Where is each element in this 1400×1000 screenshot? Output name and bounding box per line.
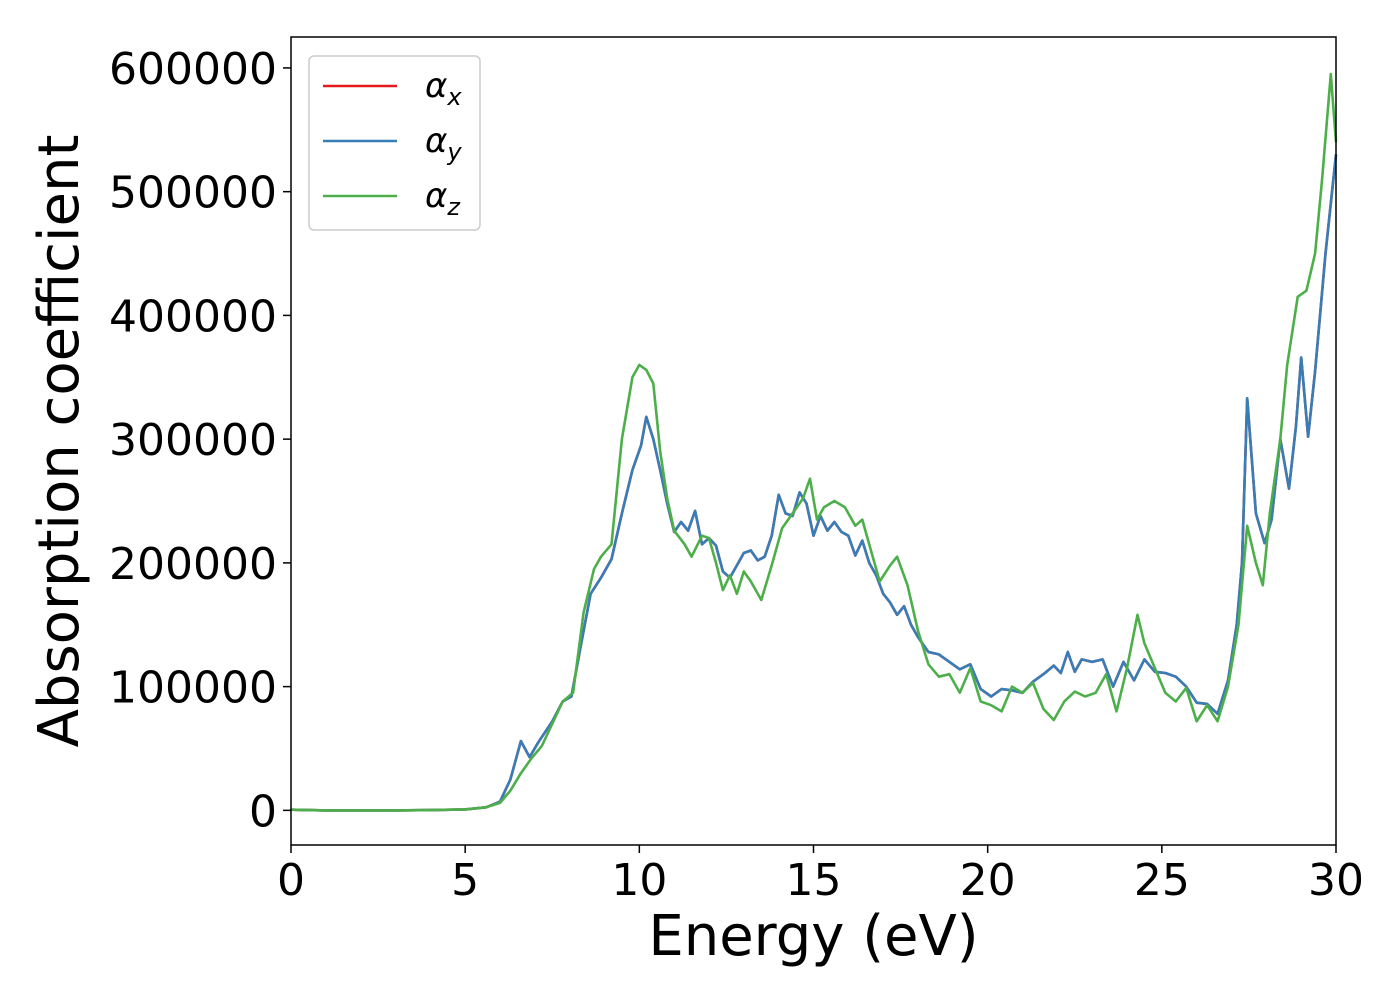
- y-tick-label: 600000: [109, 44, 277, 95]
- y-tick-label: 100000: [109, 663, 277, 714]
- x-axis-label: Energy (eV): [648, 904, 978, 969]
- legend-label-y: αy: [425, 121, 462, 166]
- x-axis-ticks: 0 5 10 15 20 25 30: [277, 845, 1364, 906]
- y-tick-label: 300000: [109, 415, 277, 466]
- series-layer: [290, 72, 1338, 812]
- y-tick-label: 400000: [109, 291, 277, 342]
- legend: αx αy αz: [308, 55, 481, 231]
- x-tick-label: 0: [277, 855, 305, 906]
- y-tick-label: 0: [249, 786, 277, 837]
- y-axis-label: Absorption coefficient: [27, 135, 92, 748]
- x-tick-label: 10: [611, 855, 667, 906]
- x-tick-label: 25: [1134, 855, 1190, 906]
- legend-label-x: αx: [425, 66, 462, 111]
- x-tick-label: 20: [960, 855, 1016, 906]
- legend-box: [308, 55, 481, 231]
- x-tick-label: 5: [451, 855, 479, 906]
- series-line-z: [290, 72, 1338, 812]
- legend-label-z: αz: [425, 176, 461, 221]
- y-axis-ticks: 0 100000 200000 300000 400000 500000 600000: [109, 44, 291, 837]
- series-line-y: [290, 154, 1338, 812]
- x-tick-label: 15: [786, 855, 842, 906]
- y-tick-label: 500000: [109, 168, 277, 219]
- y-tick-label: 200000: [109, 539, 277, 590]
- x-tick-label: 30: [1308, 855, 1364, 906]
